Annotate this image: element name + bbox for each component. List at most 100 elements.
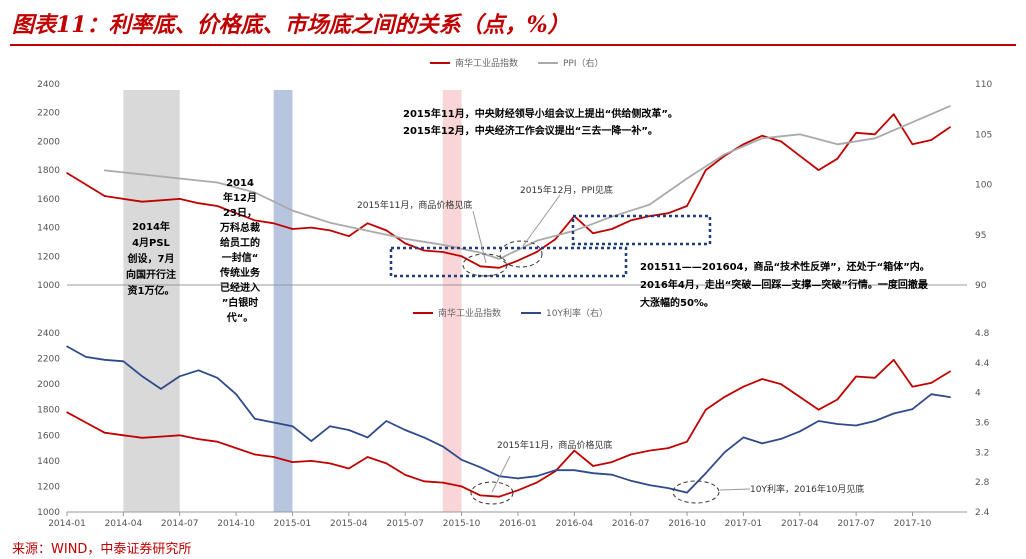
- side-note-psl-line-3: 向国开行注: [126, 268, 176, 281]
- data-point-top-0-29: [611, 228, 613, 230]
- side-note-psl-line-1: 4月PSL: [132, 237, 170, 249]
- data-point-bottom-0-24: [517, 489, 519, 492]
- bottom-legend: 南华工业品指数 10Y利率（右）: [413, 307, 608, 319]
- data-point-top-0-7: [197, 202, 200, 204]
- data-point-top-0-43: [874, 133, 876, 136]
- box-range-high: [571, 214, 712, 246]
- ticks-top-right-2: 100: [975, 181, 992, 191]
- data-point-bottom-0-30: [629, 453, 632, 456]
- data-point-top-0-32: [667, 212, 670, 215]
- data-point-bottom-0-11: [272, 456, 275, 458]
- data-point-bottom-0-7: [197, 438, 200, 440]
- data-point-bottom-0-1: [84, 421, 87, 424]
- series-lines: [66, 105, 951, 498]
- ticks-top-left-3: 1600: [37, 195, 60, 205]
- data-point-bottom-0-45: [911, 385, 914, 388]
- ticks-bot-left-3: 1600: [37, 431, 60, 441]
- data-point-bottom-0-46: [930, 382, 933, 384]
- data-point-top-0-13: [310, 226, 313, 229]
- data-point-bottom-1-26: [554, 469, 557, 472]
- data-point-top-0-16: [366, 222, 369, 225]
- data-point-top-1-3: [216, 181, 219, 184]
- legend-label-nanhua-top: 南华工业品指数: [455, 57, 518, 69]
- ticks-bot-left-2: 1400: [37, 457, 60, 467]
- data-point-bottom-1-28: [592, 472, 594, 475]
- title-rule: [10, 44, 1016, 46]
- data-point-bottom-1-36: [742, 436, 745, 439]
- data-point-bottom-0-12: [291, 461, 294, 463]
- shaded-periods: [123, 90, 462, 512]
- data-point-bottom-1-42: [855, 424, 857, 427]
- data-point-top-0-28: [592, 232, 594, 235]
- data-point-top-0-5: [160, 199, 162, 202]
- data-point-bottom-1-39: [798, 430, 801, 433]
- data-point-top-0-18: [404, 242, 407, 245]
- data-point-top-0-9: [235, 212, 237, 215]
- data-point-top-0-42: [855, 132, 857, 134]
- data-point-bottom-1-29: [611, 473, 613, 476]
- data-point-top-1-19: [798, 133, 801, 136]
- ticks-top-left-5: 2000: [37, 137, 60, 147]
- ticks-bot-left-4: 1800: [37, 406, 60, 416]
- data-point-bottom-1-10: [254, 417, 256, 420]
- ticks-top-right-3: 105: [975, 130, 992, 140]
- ticks-top-left-6: 2200: [37, 109, 60, 119]
- data-point-bottom-0-4: [141, 437, 143, 439]
- data-point-top-0-38: [780, 140, 782, 143]
- data-point-top-0-36: [742, 143, 745, 146]
- side-note-psl-line-4: 资1万亿。: [128, 284, 175, 297]
- data-point-bottom-1-37: [761, 442, 763, 445]
- data-point-top-0-45: [911, 143, 914, 146]
- data-point-bottom-0-2: [103, 431, 106, 434]
- data-point-top-0-10: [254, 219, 256, 222]
- data-point-bottom-0-13: [310, 460, 313, 462]
- data-point-top-0-12: [291, 228, 294, 230]
- data-point-bottom-1-34: [705, 472, 707, 475]
- x-tick-label-7: 2015-10: [443, 519, 481, 529]
- data-point-bottom-0-21: [460, 485, 463, 488]
- ticks-bot-right-2: 3.2: [975, 448, 989, 458]
- annotation-price-bottom-bottom: 2015年11月，商品价格见底: [497, 439, 612, 451]
- ticks-bot-right-4: 4: [975, 389, 981, 399]
- side-note-vanke-line-7: 已经进入: [220, 281, 260, 294]
- x-tick-label-0: 2014-01: [48, 519, 86, 529]
- ticks-bot-left-0: 1000: [37, 508, 60, 518]
- series-line-bottom-0: [66, 359, 951, 498]
- data-point-top-0-21: [460, 255, 463, 258]
- ticks-top-left-4: 1800: [37, 166, 60, 176]
- data-point-top-0-15: [348, 235, 350, 237]
- x-tick-label-9: 2016-04: [556, 519, 594, 529]
- series-line-bottom-1: [66, 345, 951, 494]
- data-point-top-0-26: [554, 238, 557, 240]
- data-point-top-0-31: [648, 215, 651, 217]
- data-point-top-0-22: [479, 265, 482, 268]
- data-point-bottom-0-34: [705, 408, 707, 411]
- data-point-bottom-0-22: [479, 494, 482, 497]
- ticks-bot-left-7: 2400: [37, 329, 60, 339]
- data-point-top-0-4: [141, 200, 143, 203]
- data-point-bottom-1-14: [329, 425, 331, 428]
- data-point-top-0-17: [385, 229, 388, 232]
- ticks-bot-right-3: 3.6: [975, 419, 990, 429]
- data-point-bottom-0-16: [366, 456, 369, 458]
- data-point-bottom-1-8: [216, 376, 219, 379]
- data-point-bottom-1-1: [84, 356, 87, 358]
- data-point-bottom-1-9: [235, 393, 237, 395]
- side-note-vanke-line-2: 23日，: [223, 207, 257, 219]
- data-point-top-1-21: [874, 137, 876, 140]
- data-point-bottom-1-35: [723, 451, 726, 454]
- data-point-bottom-1-44: [892, 412, 895, 415]
- data-point-bottom-1-7: [197, 369, 200, 372]
- data-point-top-1-5: [291, 209, 294, 212]
- shaded-period-1: [273, 90, 293, 512]
- data-point-bottom-0-36: [742, 385, 745, 388]
- data-point-bottom-0-8: [216, 440, 219, 443]
- data-point-bottom-0-10: [254, 453, 256, 456]
- data-point-top-0-24: [517, 259, 519, 262]
- x-tick-label-1: 2014-04: [105, 519, 143, 529]
- data-point-bottom-1-47: [949, 396, 951, 398]
- x-tick-label-12: 2017-01: [725, 519, 763, 529]
- data-point-top-1-7: [366, 229, 369, 232]
- ticks-top-left-2: 1400: [37, 224, 60, 234]
